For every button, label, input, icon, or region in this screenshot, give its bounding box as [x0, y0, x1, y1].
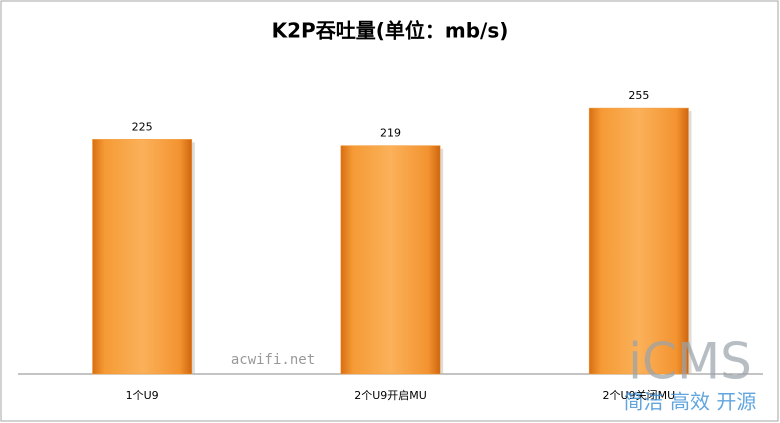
value-label: 225: [132, 120, 153, 133]
watermark: iCMS: [628, 333, 752, 391]
bar: [588, 107, 689, 375]
value-label: 219: [380, 127, 401, 140]
x-tick-label: 1个U9: [126, 389, 159, 402]
x-tick-label: 2个U9关闭MU: [603, 388, 676, 402]
value-label: 255: [628, 89, 649, 102]
bar: [92, 139, 193, 375]
watermark: 简洁 高效 开源: [624, 390, 757, 414]
watermark: acwifi.net: [231, 352, 315, 368]
bar: [340, 145, 441, 375]
chart-title: K2P吞吐量(单位：mb/s): [272, 19, 509, 43]
x-tick-label: 2个U9开启MU: [354, 389, 427, 402]
